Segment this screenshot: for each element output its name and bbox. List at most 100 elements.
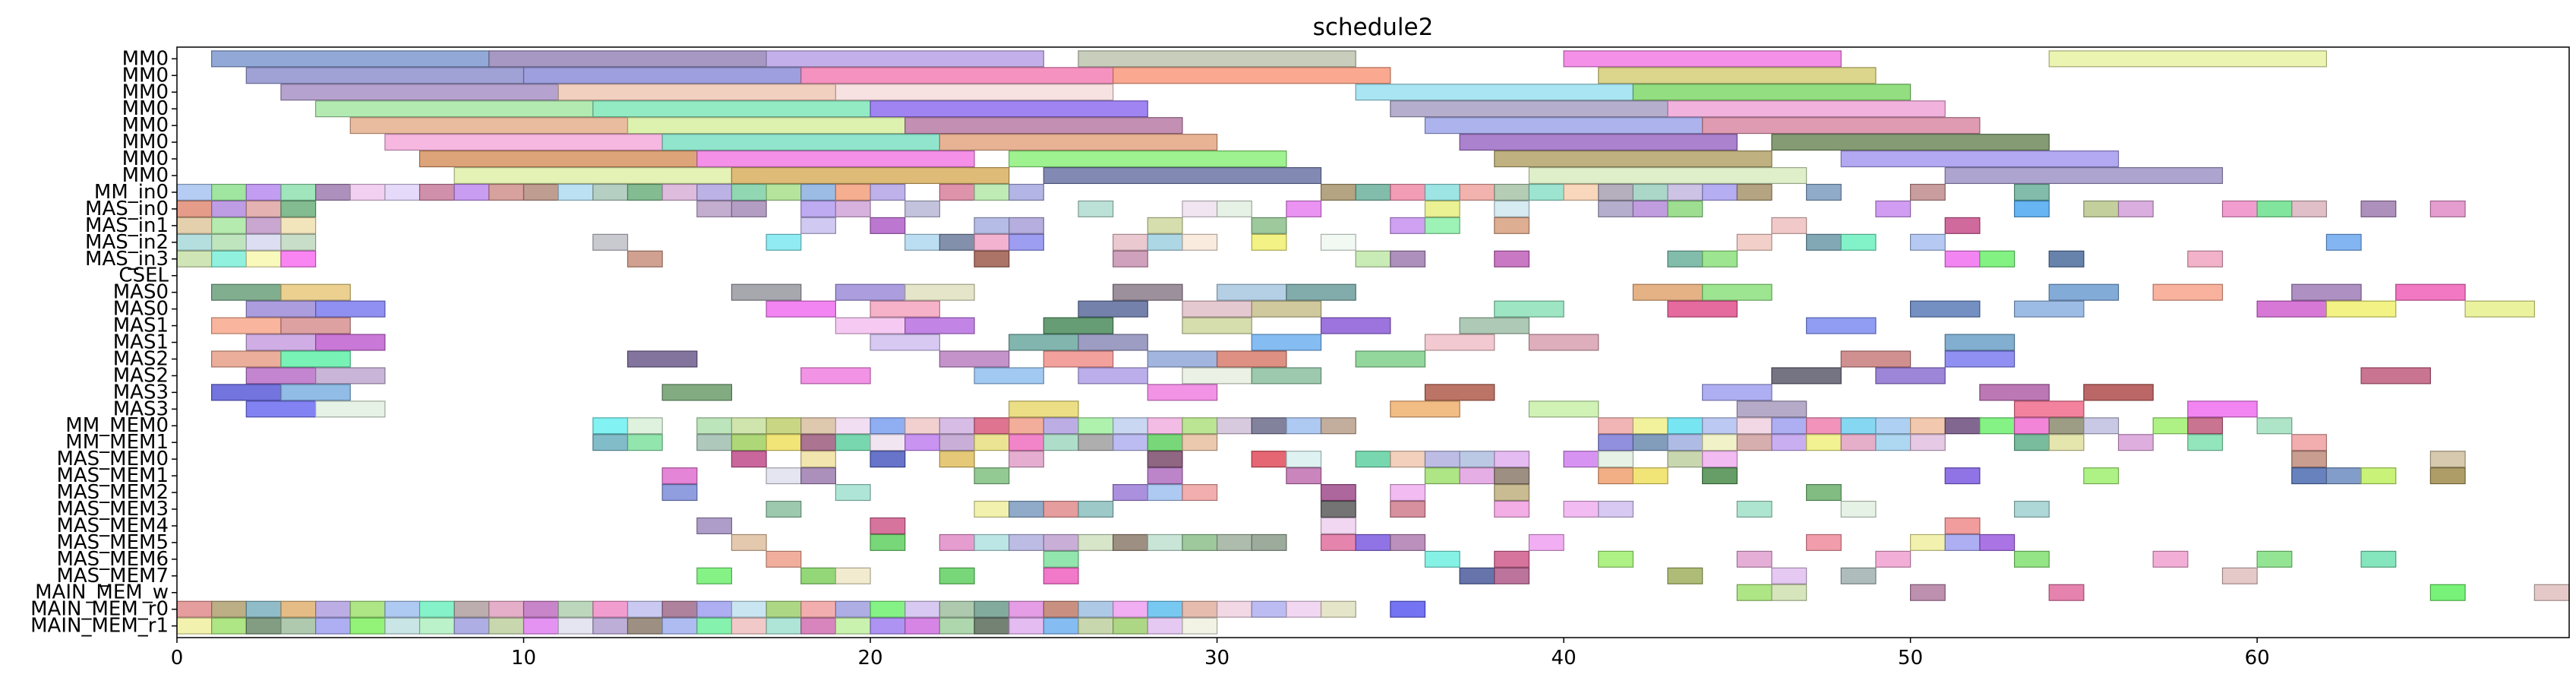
task-bar <box>731 434 767 451</box>
task-bar <box>522 67 802 84</box>
task-bar <box>1459 317 1530 334</box>
task-bar <box>1009 334 1079 351</box>
task-bar <box>1736 434 1773 451</box>
task-bar <box>1459 134 1738 151</box>
task-bar <box>280 617 317 635</box>
task-bar <box>1771 567 1807 584</box>
task-bar <box>1286 200 1322 217</box>
task-bar <box>870 517 906 534</box>
x-tick-label: 30 <box>1204 647 1230 670</box>
task-bar <box>974 600 1010 618</box>
y-tick-label: MAS0 <box>113 298 169 321</box>
task-bar <box>2048 50 2328 68</box>
task-bar <box>2152 283 2224 301</box>
task-bar <box>1043 600 1079 618</box>
task-bar <box>1598 550 1634 568</box>
task-bar <box>1875 434 1911 451</box>
task-bar <box>1147 600 1183 618</box>
task-bar <box>696 434 733 451</box>
task-bar <box>1944 350 2016 368</box>
task-bar <box>1043 166 1322 185</box>
task-bar <box>1182 317 1252 334</box>
task-bar <box>835 317 906 334</box>
task-bar <box>1216 533 1252 551</box>
task-bar <box>696 517 733 534</box>
task-bar <box>1459 567 1495 584</box>
task-bar <box>627 417 663 435</box>
task-bar <box>1113 434 1148 451</box>
task-bar <box>731 417 767 435</box>
task-bar <box>1632 84 1911 101</box>
task-bar <box>939 417 975 435</box>
task-bar <box>1009 617 1044 635</box>
task-bar <box>592 417 629 435</box>
task-bar <box>939 451 975 468</box>
task-bar <box>1286 283 1356 301</box>
task-bar <box>1078 367 1148 385</box>
task-bar <box>800 367 871 385</box>
task-bar <box>1910 233 1946 251</box>
task-bar <box>1702 384 1773 401</box>
task-bar <box>1009 417 1044 435</box>
task-bar <box>1182 367 1252 385</box>
task-bar <box>2013 400 2085 418</box>
task-bar <box>939 233 975 251</box>
task-bar <box>939 183 975 201</box>
y-tick-label: MM0 <box>122 164 169 187</box>
task-bar <box>557 600 594 618</box>
task-bar <box>800 200 836 217</box>
task-bar <box>1320 484 1356 502</box>
task-bar <box>1320 233 1356 251</box>
task-bar <box>488 617 525 635</box>
y-tick-label: MAS_in3 <box>85 248 169 271</box>
y-tick-label: MAS3 <box>113 381 169 404</box>
task-bar <box>280 317 351 334</box>
task-bar <box>661 617 698 635</box>
task-bar <box>2291 467 2328 485</box>
y-tick-label: MAS_MEM5 <box>56 531 169 554</box>
y-tick-label: MM0 <box>122 81 169 103</box>
task-bar <box>1563 451 1599 468</box>
task-bar <box>2464 300 2535 318</box>
task-bar <box>2291 434 2328 451</box>
y-tick-label: MM_in0 <box>94 181 169 204</box>
task-bar <box>2256 550 2293 568</box>
task-bar <box>1009 400 1079 418</box>
task-bar <box>1009 233 1044 251</box>
task-bar <box>557 183 594 201</box>
task-bar <box>1320 183 1356 201</box>
task-bar <box>1667 417 1703 435</box>
task-bar <box>835 617 871 635</box>
task-bar <box>1147 451 1183 468</box>
task-bar <box>1944 533 1981 551</box>
task-bar <box>1147 467 1183 485</box>
task-bar <box>2013 200 2050 217</box>
task-bar <box>835 484 871 502</box>
task-bar <box>1182 600 1218 618</box>
task-bar <box>1598 200 1634 217</box>
task-bar <box>488 183 525 201</box>
task-bar <box>1251 367 1322 385</box>
task-bar <box>1043 550 1079 568</box>
task-bar <box>870 334 940 351</box>
task-bar <box>1494 467 1530 485</box>
task-bar <box>939 617 975 635</box>
task-bar <box>245 367 317 385</box>
task-bar <box>1424 384 1495 401</box>
task-bar <box>800 217 836 234</box>
task-bar <box>245 300 317 318</box>
task-bar <box>384 617 421 635</box>
task-bar <box>349 600 386 618</box>
task-bar <box>2117 434 2154 451</box>
task-bar <box>349 617 386 635</box>
task-bar <box>1078 617 1114 635</box>
task-bar <box>1806 317 1877 334</box>
task-bar <box>1355 84 1634 101</box>
task-bar <box>418 600 455 618</box>
task-bar <box>2256 417 2293 435</box>
task-bar <box>1320 500 1356 518</box>
task-bar <box>731 166 1010 185</box>
task-bar <box>627 617 663 635</box>
task-bar <box>211 250 247 268</box>
task-bar <box>1459 467 1495 485</box>
